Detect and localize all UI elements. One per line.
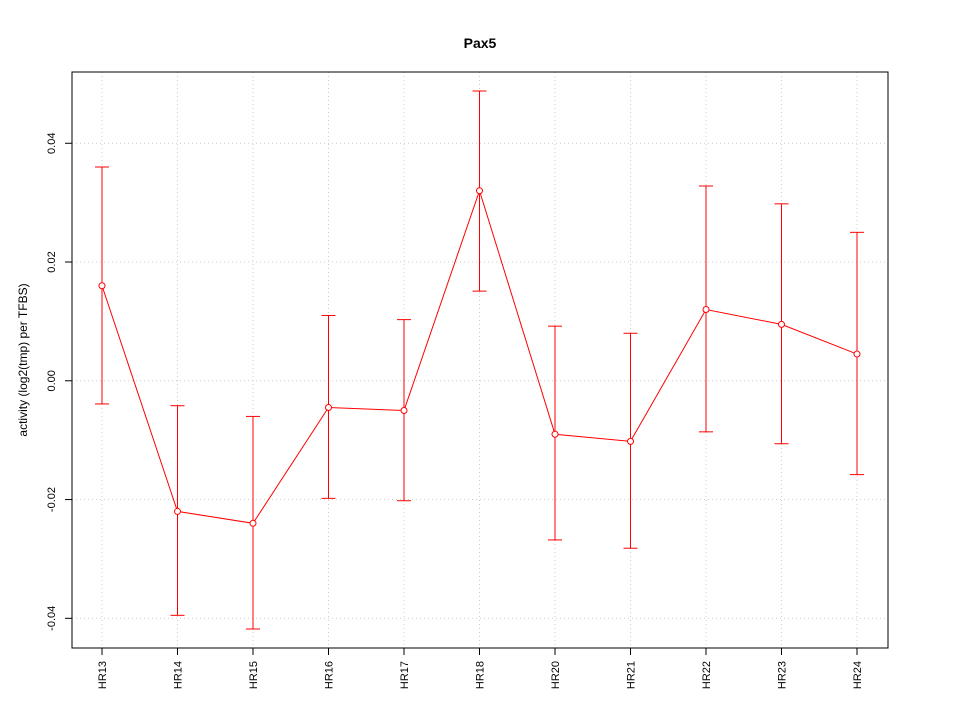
x-tick-label: HR16 <box>324 661 336 689</box>
y-axis-label: activity (log2(tmp) per TFBS) <box>16 283 30 436</box>
data-point <box>627 437 634 445</box>
x-tick-label: HR23 <box>777 661 789 689</box>
data-point <box>249 519 257 527</box>
data-point <box>476 187 483 195</box>
data-point <box>702 306 710 314</box>
x-tick-label: HR24 <box>852 661 864 689</box>
data-point <box>853 350 861 358</box>
y-tick-label: 0.00 <box>46 370 58 391</box>
data-point <box>98 282 106 290</box>
y-tick-label: 0.02 <box>46 251 58 272</box>
x-tick-label: HR13 <box>97 661 109 689</box>
data-point <box>174 507 181 515</box>
x-tick-label: HR22 <box>701 661 713 689</box>
plot-frame <box>71 71 889 649</box>
x-tick-label: HR18 <box>475 661 487 689</box>
x-tick-label: HR15 <box>248 661 260 689</box>
data-point <box>778 320 785 328</box>
x-tick-label: HR20 <box>550 661 562 689</box>
x-tick-label: HR21 <box>626 661 638 689</box>
y-tick-label: -0.02 <box>46 487 58 512</box>
data-point <box>551 430 559 438</box>
data-point <box>325 404 332 412</box>
data-points <box>98 187 861 527</box>
x-tick-label: HR14 <box>173 661 185 689</box>
chart-title: Pax5 <box>464 35 497 51</box>
y-tick-label: -0.04 <box>46 606 58 631</box>
data-point <box>400 406 408 414</box>
x-tick-label: HR17 <box>399 661 411 689</box>
y-tick-label: 0.04 <box>46 133 58 154</box>
y-axis: -0.04 -0.02 0.00 0.02 0.04 <box>46 133 72 631</box>
x-axis: HR13 HR14 HR15 HR16 HR17 HR18 HR20 HR21 HR22 HR23… <box>97 648 864 689</box>
